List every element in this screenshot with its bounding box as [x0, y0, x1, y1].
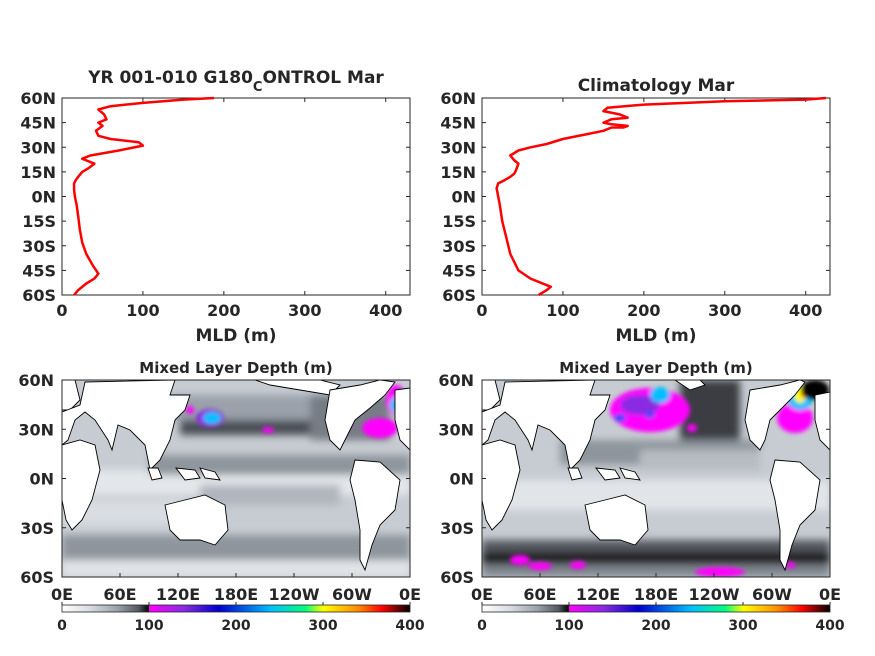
lon-tick-label: 0E [51, 585, 73, 604]
y-tick-label: 45N [440, 114, 476, 133]
y-tick-label: 30N [20, 138, 56, 157]
mld-field [482, 380, 830, 577]
lat-tick-label: 60S [20, 568, 54, 587]
y-tick-label: 30S [22, 237, 56, 256]
panel-map-control: Mixed Layer Depth (m) [18, 359, 425, 634]
chart-title: Mixed Layer Depth (m) [559, 359, 752, 377]
y-tick-label: 60N [20, 89, 56, 108]
plot-area [481, 97, 831, 296]
colorbar-tick-label: 200 [221, 618, 250, 634]
x-tick-label: 100 [126, 301, 159, 320]
lat-tick-label: 30N [438, 420, 474, 439]
chart-title: Climatology Mar [578, 76, 735, 96]
lon-tick-label: 180E [214, 585, 258, 604]
colorbar-tick-label: 200 [641, 618, 670, 634]
mld-line [72, 96, 215, 296]
x-tick-label: 0 [476, 301, 487, 320]
colorbar-tick-label: 0 [477, 618, 487, 634]
y-tick-label: 15S [22, 212, 56, 231]
lat-tick-label: 30S [20, 519, 54, 538]
x-tick-label: 400 [369, 301, 402, 320]
lon-tick-label: 60W [332, 585, 372, 604]
y-tick-label: 0N [451, 188, 476, 207]
lon-tick-label: 60E [523, 585, 556, 604]
panel-profile-control: YR 001-010 G180CONTROL Mar 0 100 200 300 400… [20, 68, 411, 346]
chart-title: Mixed Layer Depth (m) [139, 359, 332, 377]
y-tick-label: 60N [440, 89, 476, 108]
x-tick-label: 100 [546, 301, 579, 320]
lon-tick-label: 60E [103, 585, 136, 604]
x-tick-label: 0 [56, 301, 67, 320]
y-tick-label: 45N [20, 114, 56, 133]
colorbar-tick-label: 400 [395, 618, 424, 634]
x-tick-label: 200 [207, 301, 240, 320]
y-tick-label: 30S [442, 237, 476, 256]
lon-tick-label: 120E [576, 585, 620, 604]
y-tick-label: 45S [442, 261, 476, 280]
plot-area [61, 97, 411, 296]
y-tick-label: 15S [442, 212, 476, 231]
x-tick-label: 300 [288, 301, 321, 320]
y-tick-label: 15N [440, 163, 476, 182]
lon-tick-label: 0E [399, 585, 421, 604]
y-tick-label: 60S [442, 286, 476, 305]
mld-line [495, 96, 827, 297]
y-tick-label: 45S [22, 261, 56, 280]
y-tick-label: 0N [31, 188, 56, 207]
y-tick-label: 30N [440, 138, 476, 157]
lon-tick-label: 120E [156, 585, 200, 604]
lon-tick-label: 60W [752, 585, 792, 604]
x-tick-label: 400 [789, 301, 822, 320]
x-tick-label: 300 [708, 301, 741, 320]
x-axis-label: MLD (m) [615, 326, 696, 346]
lat-tick-label: 0N [449, 470, 474, 489]
lat-tick-label: 60S [440, 568, 474, 587]
mld-field [62, 380, 410, 577]
y-tick-label: 15N [20, 163, 56, 182]
y-tick-label: 60S [22, 286, 56, 305]
lon-tick-label: 120W [268, 585, 319, 604]
colorbar-tick-label: 400 [815, 618, 844, 634]
lat-tick-label: 60N [18, 371, 54, 390]
lon-tick-label: 120W [688, 585, 739, 604]
lon-tick-label: 0E [471, 585, 493, 604]
lat-tick-label: 0N [29, 470, 54, 489]
lon-tick-label: 180E [634, 585, 678, 604]
x-tick-label: 200 [627, 301, 660, 320]
colorbar-tick-label: 300 [308, 618, 337, 634]
colorbar [61, 604, 411, 613]
panel-profile-climatology: Climatology Mar 0 100 200 300 400 60N 45N 30N 15… [440, 76, 831, 346]
lat-tick-label: 60N [438, 371, 474, 390]
chart-title: YR 001-010 G180CONTROL Mar [87, 68, 384, 95]
colorbar-tick-label: 0 [57, 618, 67, 634]
x-axis-label: MLD (m) [195, 326, 276, 346]
colorbar-tick-label: 300 [728, 618, 757, 634]
panel-map-climatology: Mixed Layer Depth (m) [438, 359, 845, 634]
lat-tick-label: 30S [440, 519, 474, 538]
colorbar-tick-label: 100 [134, 618, 163, 634]
colorbar [481, 604, 831, 613]
lon-tick-label: 0E [819, 585, 841, 604]
lat-tick-label: 30N [18, 420, 54, 439]
colorbar-tick-label: 100 [554, 618, 583, 634]
land-mask [62, 380, 410, 572]
land-mask [482, 380, 830, 572]
